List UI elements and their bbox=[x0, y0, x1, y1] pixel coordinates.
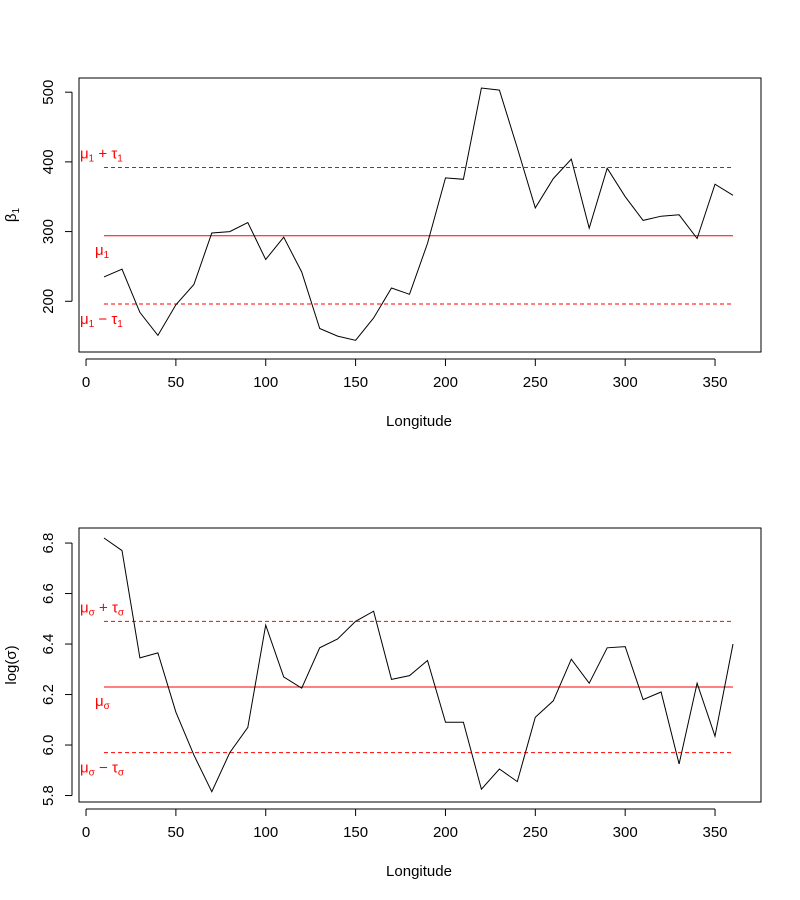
y-tick-label: 6.0 bbox=[40, 735, 57, 756]
x-tick-label: 50 bbox=[168, 374, 185, 391]
x-axis: 0 50 100 150 200 250 300 350 bbox=[82, 358, 728, 391]
y-tick-label: 5.8 bbox=[40, 785, 57, 806]
y-tick-label: 200 bbox=[40, 289, 57, 314]
y-tick-label: 6.2 bbox=[40, 684, 57, 705]
y-axis-label: log(σ) bbox=[3, 645, 20, 684]
x-tick-label: 50 bbox=[168, 824, 185, 841]
x-tick-label: 0 bbox=[82, 374, 90, 391]
reference-line-label: μ1 + τ1 bbox=[80, 145, 123, 164]
x-axis: 0 50 100 150 200 250 300 350 bbox=[82, 808, 728, 841]
x-tick-label: 200 bbox=[433, 374, 458, 391]
y-axis-label: β1 bbox=[3, 207, 22, 222]
y-tick-label: 6.4 bbox=[40, 634, 57, 655]
plot-frame bbox=[78, 527, 762, 803]
x-tick-label: 0 bbox=[82, 824, 90, 841]
y-tick-label: 500 bbox=[40, 80, 57, 105]
x-tick-label: 250 bbox=[523, 824, 548, 841]
panel-2: 0 50 100 150 200 250 300 350 Longitude 5.8 6.0 6.2 6… bbox=[3, 527, 762, 880]
series-line bbox=[103, 537, 734, 793]
y-axis: 200 300 400 500 bbox=[40, 80, 73, 314]
x-tick-label: 250 bbox=[523, 374, 548, 391]
reference-line-label: μ1 − τ1 bbox=[80, 311, 123, 330]
x-axis-label: Longitude bbox=[386, 413, 452, 430]
y-axis: 5.8 6.0 6.2 6.4 6.6 6.8 bbox=[40, 533, 73, 806]
plot-frame bbox=[78, 77, 762, 353]
reference-line-label: μσ + τσ bbox=[80, 599, 125, 618]
reference-line-label: μ1 bbox=[95, 242, 110, 261]
x-tick-label: 350 bbox=[703, 824, 728, 841]
reference-line-label: μσ − τσ bbox=[80, 760, 125, 779]
x-tick-label: 100 bbox=[253, 824, 278, 841]
x-tick-label: 100 bbox=[253, 374, 278, 391]
y-tick-label: 300 bbox=[40, 219, 57, 244]
y-tick-label: 6.6 bbox=[40, 583, 57, 604]
x-axis-label: Longitude bbox=[386, 863, 452, 880]
panel-1: 0 50 100 150 200 250 300 350 Longitude 200 300 400 5… bbox=[3, 77, 762, 430]
y-tick-label: 400 bbox=[40, 149, 57, 174]
x-tick-label: 150 bbox=[343, 824, 368, 841]
series-line bbox=[103, 87, 734, 341]
x-tick-label: 150 bbox=[343, 374, 368, 391]
x-tick-label: 300 bbox=[613, 824, 638, 841]
x-tick-label: 200 bbox=[433, 824, 458, 841]
y-tick-label: 6.8 bbox=[40, 533, 57, 554]
x-tick-label: 300 bbox=[613, 374, 638, 391]
reference-line-label: μσ bbox=[95, 693, 111, 712]
x-tick-label: 350 bbox=[703, 374, 728, 391]
